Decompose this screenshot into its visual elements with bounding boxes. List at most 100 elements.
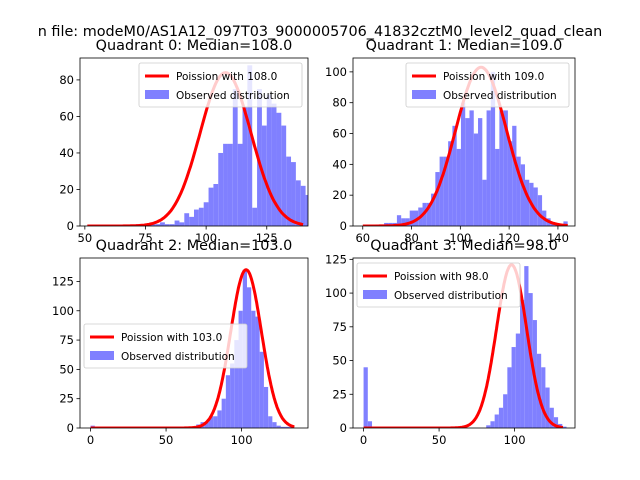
histogram-bar bbox=[330, 224, 335, 226]
histogram-bar bbox=[507, 141, 513, 226]
quadrant-title: Quadrant 1: Median=109.0 bbox=[366, 38, 563, 54]
histogram-bar bbox=[268, 416, 273, 428]
legend-label-observed: Observed distribution bbox=[121, 351, 235, 363]
y-tick-label: 75 bbox=[332, 320, 347, 334]
histogram-bar bbox=[325, 224, 330, 226]
histogram-bar bbox=[435, 172, 440, 226]
histogram-bar bbox=[246, 287, 252, 428]
histogram-bar bbox=[495, 148, 500, 226]
histogram-bar bbox=[482, 179, 487, 226]
x-tick-label: 100 bbox=[231, 433, 253, 447]
histogram-bar bbox=[469, 110, 474, 226]
y-tick-label: 60 bbox=[332, 127, 347, 141]
axes-frame bbox=[352, 57, 576, 227]
x-tick-label: 0 bbox=[360, 433, 367, 447]
histogram-bar bbox=[562, 426, 567, 428]
histogram-bar bbox=[169, 224, 175, 226]
y-tick-label: 50 bbox=[332, 354, 347, 368]
histogram-bar bbox=[208, 416, 214, 428]
y-tick-label: 0 bbox=[67, 219, 74, 233]
histogram-bar bbox=[150, 224, 156, 226]
histogram-bar bbox=[363, 367, 368, 428]
x-tick-label: 140 bbox=[547, 231, 569, 245]
histogram-bar bbox=[520, 299, 525, 428]
legend-label-observed: Observed distribution bbox=[394, 290, 508, 302]
legend-box bbox=[405, 62, 570, 108]
histogram-bar bbox=[242, 107, 248, 226]
histogram-bar bbox=[431, 193, 436, 226]
histogram-bar bbox=[401, 218, 406, 226]
histogram-bar bbox=[217, 410, 222, 428]
plot-area bbox=[362, 263, 567, 428]
histogram-bar bbox=[511, 347, 516, 428]
legend-bar-swatch bbox=[363, 290, 387, 299]
fit-line bbox=[362, 263, 564, 428]
y-tick-label: 75 bbox=[59, 333, 74, 347]
histogram-bar bbox=[155, 224, 161, 226]
histogram-bar bbox=[198, 207, 204, 226]
histogram-bar bbox=[213, 184, 219, 226]
histogram-bar bbox=[315, 217, 320, 226]
x-tick-label: 120 bbox=[498, 231, 520, 245]
histogram-bar bbox=[221, 398, 226, 428]
legend-bar-swatch bbox=[412, 90, 436, 99]
y-tick-label: 80 bbox=[59, 73, 74, 87]
histogram-bar bbox=[499, 110, 504, 226]
histogram-bar bbox=[257, 89, 262, 226]
histogram-bar bbox=[494, 414, 499, 428]
histogram-bar bbox=[252, 207, 258, 226]
legend-bar-swatch bbox=[90, 351, 114, 360]
legend-label-fit: Poission with 109.0 bbox=[443, 71, 544, 83]
histogram-bar bbox=[227, 143, 233, 226]
x-tick-label: 50 bbox=[159, 433, 174, 447]
quadrant-title: Quadrant 2: Median=103.0 bbox=[96, 238, 293, 254]
histogram-bar bbox=[263, 386, 269, 428]
histogram-bar bbox=[439, 156, 444, 226]
histogram-bar bbox=[503, 394, 508, 428]
x-tick-label: 100 bbox=[504, 433, 526, 447]
quadrant-3-axes: 0 50 100 0 25 50 75 100 125 Quadrant 3: Median=98… bbox=[325, 238, 576, 447]
axes-frame bbox=[79, 257, 309, 429]
histogram-bar bbox=[545, 387, 550, 428]
histogram-bar bbox=[204, 422, 209, 428]
y-tick-label: 20 bbox=[332, 188, 347, 202]
histogram-bar bbox=[179, 222, 185, 226]
histogram-bar bbox=[281, 125, 287, 226]
histogram-bar bbox=[225, 375, 231, 428]
legend: Poission with 98.0 Observed distribution bbox=[356, 262, 521, 308]
legend-box bbox=[356, 262, 521, 308]
histogram-bar bbox=[490, 71, 496, 226]
histogram-bar bbox=[285, 426, 290, 428]
y-tick-label: 80 bbox=[332, 96, 347, 110]
legend-label-observed: Observed distribution bbox=[443, 90, 557, 102]
histogram-bar bbox=[310, 199, 315, 226]
histogram-bar bbox=[396, 215, 402, 226]
y-tick-label: 50 bbox=[59, 362, 74, 376]
y-tick-label: 60 bbox=[59, 109, 74, 123]
histogram-bar bbox=[291, 162, 296, 226]
histogram-bar bbox=[515, 333, 521, 428]
legend-box bbox=[138, 62, 303, 108]
histogram-bar bbox=[507, 367, 512, 428]
histogram-bar bbox=[486, 110, 491, 226]
y-tick-label: 25 bbox=[59, 392, 74, 406]
histogram-bar bbox=[234, 340, 239, 428]
histogram-bar bbox=[490, 421, 495, 428]
y-tick-label: 25 bbox=[332, 387, 347, 401]
x-tick-label: 50 bbox=[432, 433, 447, 447]
histogram-bar bbox=[516, 156, 521, 226]
plot-area bbox=[362, 65, 568, 226]
histogram-bar bbox=[460, 102, 466, 226]
histogram-bar bbox=[300, 185, 306, 226]
quadrant-title: Quadrant 3: Median=98.0 bbox=[370, 238, 558, 254]
histogram-bar bbox=[164, 224, 170, 226]
histogram-bar bbox=[541, 367, 546, 428]
histogram-bar bbox=[259, 351, 264, 428]
histogram-bar bbox=[232, 89, 238, 226]
y-tick-label: 100 bbox=[325, 65, 347, 79]
legend-label-fit: Poission with 98.0 bbox=[394, 271, 489, 283]
legend-label-fit: Poission with 108.0 bbox=[176, 71, 277, 83]
y-tick-label: 0 bbox=[340, 421, 347, 435]
histogram-bar bbox=[549, 407, 554, 428]
